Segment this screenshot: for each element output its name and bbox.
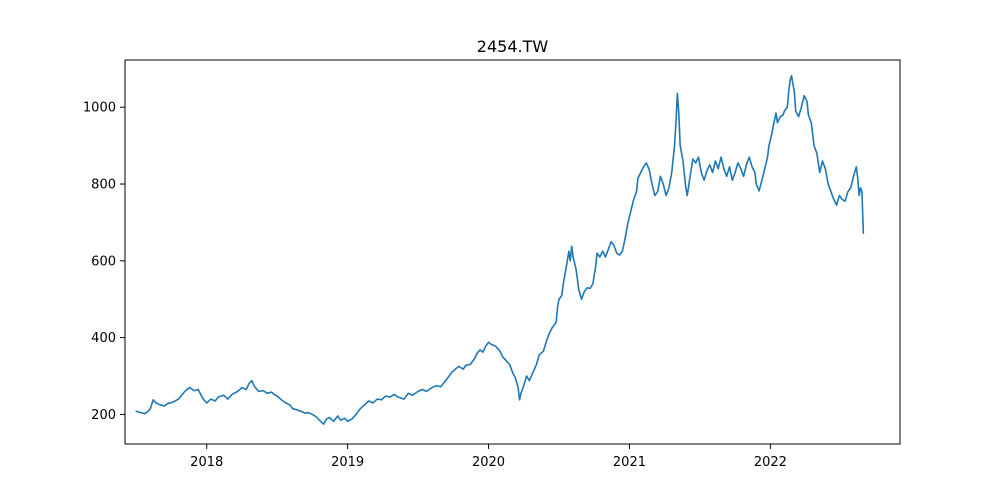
y-tick-label: 1000 bbox=[83, 101, 116, 116]
x-tick-label: 2022 bbox=[754, 455, 787, 470]
x-tick-label: 2019 bbox=[331, 455, 364, 470]
x-tick-label: 2018 bbox=[190, 455, 223, 470]
y-tick-label: 600 bbox=[91, 254, 116, 269]
x-axis: 2018 2019 2020 2021 2022 bbox=[190, 444, 787, 470]
x-tick-label: 2021 bbox=[613, 455, 646, 470]
y-tick-label: 400 bbox=[91, 331, 116, 346]
price-line bbox=[135, 74, 865, 425]
plot-frame bbox=[124, 59, 901, 445]
series-layer bbox=[135, 74, 865, 425]
x-tick-label: 2020 bbox=[472, 455, 505, 470]
y-tick-label: 200 bbox=[91, 408, 116, 423]
y-axis: 200 400 600 800 1000 bbox=[83, 101, 125, 423]
y-tick-label: 800 bbox=[91, 178, 116, 193]
chart-title: 2454.TW bbox=[477, 37, 549, 56]
